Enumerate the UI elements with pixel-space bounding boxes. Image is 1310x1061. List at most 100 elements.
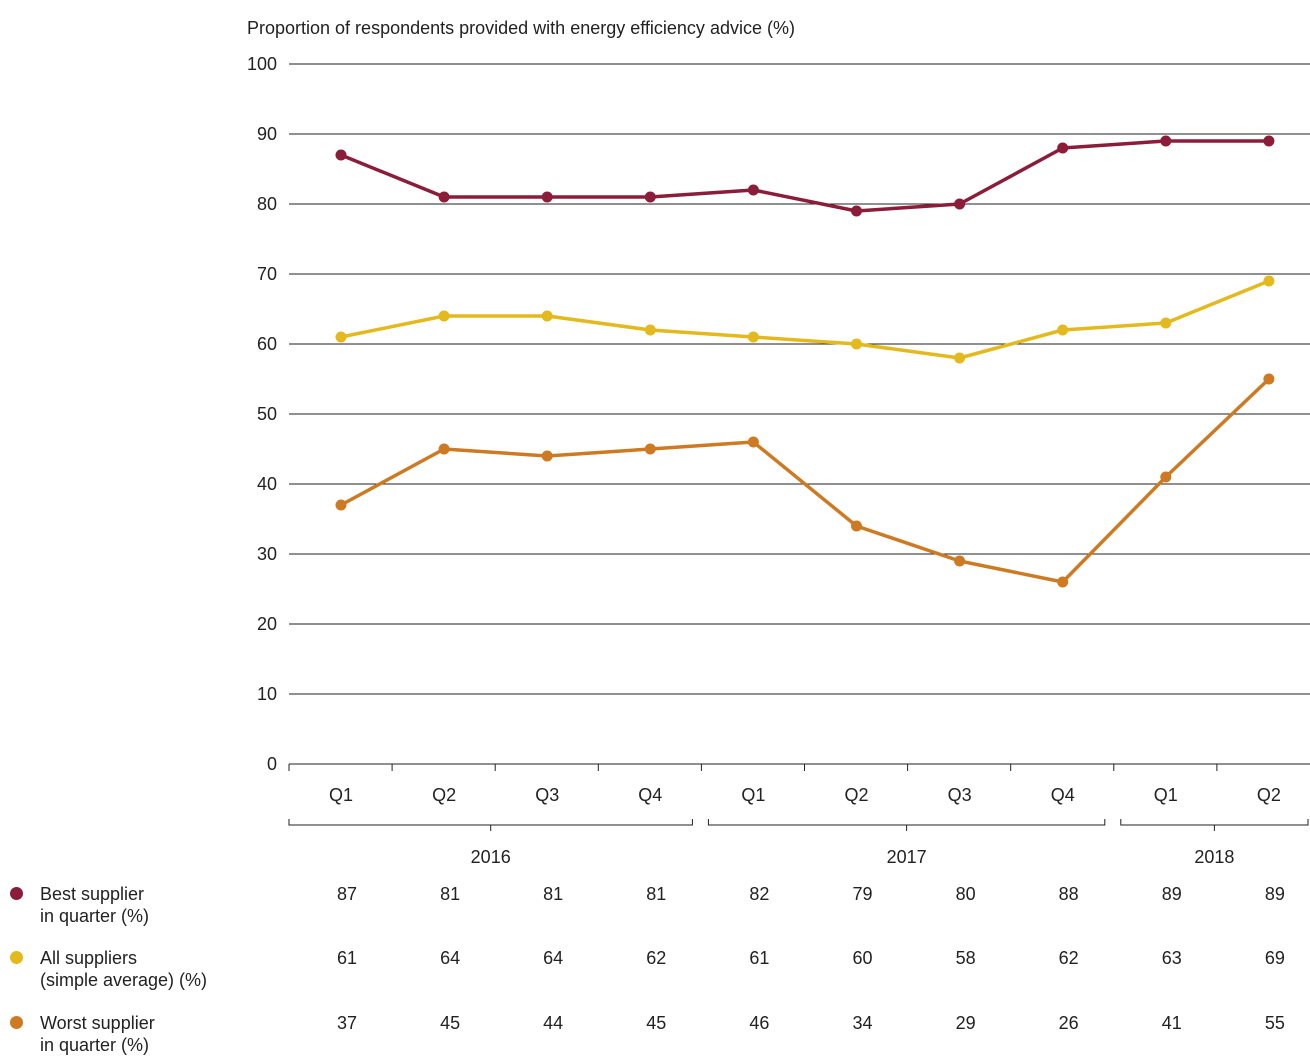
table-cell: 44 — [543, 1013, 563, 1033]
table-cell: 88 — [1059, 884, 1079, 904]
table-cell: 89 — [1265, 884, 1285, 904]
x-axis: Q1 Q2 Q3 Q4 Q1 Q2 Q3 Q4 Q1 Q2 2016 2017 2018 — [288, 763, 1310, 867]
chart-title: Proportion of respondents provided with … — [247, 18, 795, 38]
table-cell: 62 — [1059, 948, 1079, 968]
year-bracket — [707, 819, 1106, 831]
y-tick-label: 30 — [257, 544, 277, 564]
y-tick-label: 90 — [257, 124, 277, 144]
table-cell: 87 — [337, 884, 357, 904]
x-tick-label: Q1 — [741, 785, 765, 805]
data-point — [1160, 471, 1172, 483]
table-cell: 46 — [749, 1013, 769, 1033]
data-point — [954, 198, 966, 210]
y-axis: 0 10 20 30 40 50 60 70 80 90 100 — [247, 54, 277, 774]
data-point — [1160, 135, 1172, 147]
year-label: 2016 — [471, 847, 511, 867]
y-tick-label: 0 — [267, 754, 277, 774]
data-point — [438, 443, 450, 455]
data-point — [335, 331, 347, 343]
data-point — [541, 450, 553, 462]
x-tick-label: Q3 — [948, 785, 972, 805]
x-tick-label: Q2 — [1257, 785, 1281, 805]
x-tick-label: Q1 — [1154, 785, 1178, 805]
table-cell: 61 — [337, 948, 357, 968]
gridlines — [289, 63, 1310, 695]
table-cell: 81 — [543, 884, 563, 904]
data-point — [438, 310, 450, 322]
data-point — [851, 520, 862, 532]
legend-swatch — [10, 887, 23, 900]
series-line — [340, 139, 1269, 213]
legend-label-line: (simple average) (%) — [40, 970, 208, 990]
table-cell: 64 — [543, 948, 563, 968]
table-cell: 81 — [440, 884, 460, 904]
table-cell: 45 — [646, 1013, 666, 1033]
year-bracket — [1120, 819, 1309, 831]
table-cell: 29 — [956, 1013, 976, 1033]
table-cell: 61 — [749, 948, 769, 968]
table-cell: 89 — [1162, 884, 1182, 904]
y-tick-label: 80 — [257, 194, 277, 214]
data-point — [851, 205, 862, 217]
year-label: 2018 — [1194, 847, 1234, 867]
data-point — [644, 191, 656, 203]
table-cell: 81 — [646, 884, 666, 904]
table-cell: 26 — [1059, 1013, 1079, 1033]
data-point — [747, 436, 759, 448]
y-tick-label: 50 — [257, 404, 277, 424]
table-cell: 62 — [646, 948, 666, 968]
x-tick-label: Q2 — [844, 785, 868, 805]
data-point — [1160, 317, 1172, 329]
data-point — [644, 324, 656, 336]
data-point — [644, 443, 656, 455]
table-cell: 69 — [1265, 948, 1285, 968]
data-point — [541, 191, 553, 203]
legend-label: Best supplier in quarter (%) — [40, 883, 149, 927]
data-point — [954, 352, 966, 364]
legend-label-line: Best supplier — [40, 884, 145, 904]
legend-label-line: in quarter (%) — [40, 1035, 150, 1055]
legend-label-line: in quarter (%) — [40, 906, 150, 926]
y-tick-label: 70 — [257, 264, 277, 284]
y-tick-label: 60 — [257, 334, 277, 354]
table-cell: 41 — [1162, 1013, 1182, 1033]
data-point — [851, 338, 862, 350]
data-point — [335, 149, 347, 161]
year-bracket — [288, 819, 693, 831]
table-cell: 82 — [749, 884, 769, 904]
data-point — [1057, 576, 1069, 588]
data-point — [1263, 275, 1275, 287]
data-point — [335, 499, 347, 511]
legend-label: All suppliers (simple average) (%) — [40, 947, 207, 991]
data-point — [1263, 373, 1275, 385]
y-tick-label: 20 — [257, 614, 277, 634]
table-cell: 58 — [956, 948, 976, 968]
table-cell: 63 — [1162, 948, 1182, 968]
data-table: 87 81 81 81 82 79 80 88 89 89 61 64 64 62 61 60 58 62 63 69… — [337, 884, 1285, 1033]
table-cell: 79 — [852, 884, 872, 904]
x-tick-label: Q4 — [638, 785, 662, 805]
data-point — [1057, 142, 1069, 154]
series-line — [340, 279, 1270, 360]
series-line — [340, 377, 1271, 584]
y-tick-label: 100 — [247, 54, 277, 74]
year-label: 2017 — [887, 847, 927, 867]
data-point — [954, 555, 966, 567]
data-point — [1057, 324, 1069, 336]
data-point — [747, 184, 759, 196]
table-cell: 45 — [440, 1013, 460, 1033]
x-tick-label: Q2 — [432, 785, 456, 805]
table-cell: 60 — [852, 948, 872, 968]
y-tick-label: 40 — [257, 474, 277, 494]
x-tick-label: Q4 — [1051, 785, 1075, 805]
legend-swatch — [10, 1016, 23, 1029]
data-point — [1263, 135, 1275, 147]
legend-label: Worst supplier in quarter (%) — [40, 1012, 155, 1056]
table-cell: 80 — [956, 884, 976, 904]
data-point — [541, 310, 553, 322]
table-cell: 37 — [337, 1013, 357, 1033]
y-tick-label: 10 — [257, 684, 277, 704]
legend-label-line: All suppliers — [40, 948, 138, 968]
data-point — [747, 331, 759, 343]
